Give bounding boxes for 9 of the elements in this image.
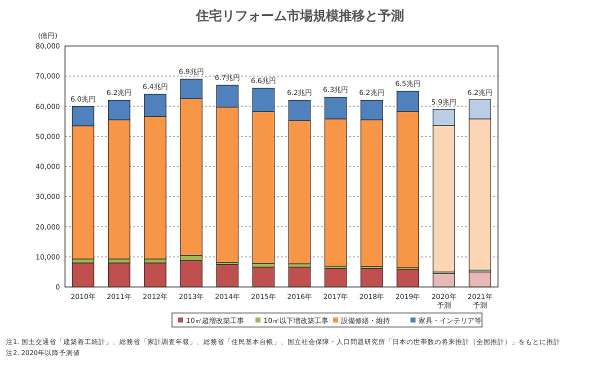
bar [216,264,238,288]
bar [72,262,94,288]
bar [144,262,166,288]
bar [324,268,347,288]
bar [288,266,311,288]
bar [252,266,275,288]
bar [108,262,130,288]
chart-title: 住宅リフォーム市場規模推移と予測 [195,8,404,24]
bar [180,260,202,288]
